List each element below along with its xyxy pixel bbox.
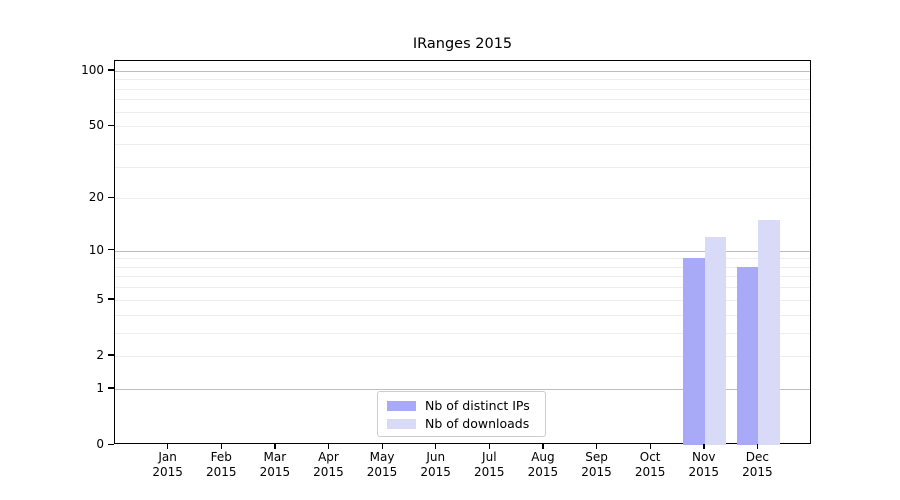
y-gridline-minor: [115, 276, 810, 278]
y-tick-label: 50: [88, 118, 104, 133]
legend-label-distinct-ips: Nb of distinct IPs: [425, 398, 530, 413]
y-gridline-minor: [115, 99, 810, 101]
chart-title: IRanges 2015: [412, 36, 513, 52]
x-tick-label-month: Oct: [639, 450, 661, 464]
y-tick: [108, 298, 114, 300]
y-tick: [108, 196, 114, 198]
x-tick-label: Sep 2015: [565, 450, 629, 480]
y-tick: [108, 249, 114, 251]
x-tick-label-month: Jun: [426, 450, 446, 464]
x-tick-label-year: 2015: [420, 465, 451, 479]
y-tick-label: 100: [81, 62, 104, 77]
legend-label-downloads: Nb of downloads: [425, 416, 530, 431]
x-tick-label-month: Aug: [531, 450, 555, 464]
y-tick-label: 5: [96, 291, 104, 306]
x-tick-label: Jan 2015: [136, 450, 200, 480]
x-tick: [167, 444, 169, 449]
y-tick: [108, 443, 114, 445]
x-tick-label-month: May: [369, 450, 395, 464]
x-tick-label-month: Apr: [318, 450, 339, 464]
x-tick-label-year: 2015: [527, 465, 559, 479]
x-tick: [327, 444, 330, 449]
y-tick: [108, 387, 114, 389]
y-gridline-major: [115, 388, 810, 390]
y-gridline-minor: [115, 332, 810, 334]
y-tick-label: 2: [96, 347, 104, 362]
bar-dec-distinct-ips: [736, 266, 759, 445]
legend-swatch-downloads: [387, 418, 416, 429]
y-tick-label: 0: [96, 437, 104, 451]
y-tick: [108, 69, 114, 71]
y-gridline-minor: [115, 79, 810, 81]
y-gridline-minor: [115, 258, 810, 260]
x-tick-label-month: Sep: [585, 450, 608, 464]
y-tick-label: 10: [88, 242, 104, 257]
x-tick: [220, 444, 223, 449]
y-gridline-minor: [115, 287, 810, 289]
x-tick-label: May 2015: [350, 450, 414, 480]
y-gridline-minor: [115, 88, 810, 90]
x-tick-label-month: Feb: [210, 450, 232, 464]
x-tick-label: Feb 2015: [189, 450, 253, 480]
y-gridline-minor: [115, 266, 810, 268]
x-tick: [649, 444, 651, 449]
y-gridline-minor: [115, 314, 810, 316]
x-tick-label-year: 2015: [688, 465, 720, 479]
y-gridline-minor: [115, 299, 810, 301]
x-tick-label-month: Nov: [692, 450, 716, 464]
x-tick: [274, 444, 276, 449]
legend-entry-downloads: Nb of downloads: [387, 416, 536, 431]
y-gridline-minor: [115, 126, 810, 128]
x-tick-label-month: Dec: [745, 450, 769, 464]
y-gridline-minor: [115, 111, 810, 113]
x-tick: [756, 444, 759, 449]
x-tick-label-year: 2015: [742, 465, 773, 479]
x-tick-label-year: 2015: [313, 465, 344, 479]
y-tick: [108, 124, 114, 126]
legend-entry-distinct-ips: Nb of distinct IPs: [387, 398, 536, 413]
x-tick-label-year: 2015: [474, 465, 505, 479]
bar-nov-distinct-ips: [683, 258, 705, 445]
y-tick-label: 20: [88, 190, 104, 205]
x-tick-label: Jul 2015: [457, 450, 521, 480]
bar-dec-downloads: [758, 220, 780, 445]
x-tick-label-month: Jan: [158, 450, 177, 464]
x-tick: [488, 444, 491, 449]
x-tick: [596, 444, 598, 449]
x-tick: [703, 444, 705, 449]
y-tick: [108, 354, 114, 356]
x-tick-label: Aug 2015: [511, 450, 575, 480]
x-tick-label-year: 2015: [152, 465, 183, 479]
x-tick: [381, 444, 383, 449]
y-gridline-minor: [115, 355, 810, 357]
x-tick-label: Apr 2015: [296, 450, 360, 480]
x-tick-label-month: Jul: [482, 450, 497, 464]
x-tick-label-year: 2015: [581, 465, 612, 479]
x-tick-label-month: Mar: [263, 450, 287, 464]
plot-area: [114, 60, 811, 445]
bar-nov-downloads: [704, 237, 727, 445]
legend: Nb of distinct IPs Nb of downloads: [377, 391, 546, 437]
x-tick-label: Mar 2015: [243, 450, 307, 480]
y-tick-label: 1: [96, 380, 104, 395]
x-tick-label-year: 2015: [259, 465, 291, 479]
x-tick-label-year: 2015: [205, 465, 237, 479]
y-gridline-minor: [115, 166, 810, 168]
y-gridline-major: [115, 70, 810, 72]
legend-swatch-distinct-ips: [387, 400, 416, 411]
x-tick-label-year: 2015: [634, 465, 666, 479]
x-tick-label: Jun 2015: [404, 450, 468, 480]
x-tick: [542, 444, 544, 449]
x-tick-label-year: 2015: [366, 465, 398, 479]
x-tick-label: Nov 2015: [672, 450, 736, 480]
y-gridline-major: [115, 250, 810, 252]
x-tick-label: Oct 2015: [618, 450, 682, 480]
y-gridline-minor: [115, 143, 810, 145]
x-tick: [435, 444, 437, 449]
x-tick-label: Dec 2015: [725, 450, 789, 480]
y-gridline-minor: [115, 198, 810, 200]
